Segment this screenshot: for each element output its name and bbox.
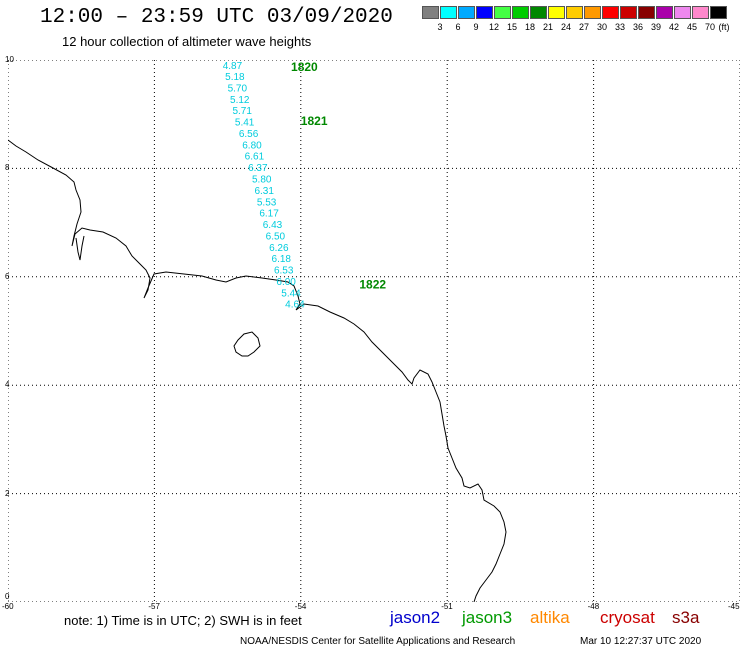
wave-height-value: 6.50 (266, 231, 286, 242)
color-swatch (584, 6, 601, 19)
wave-height-value: 5.80 (252, 174, 272, 185)
island-outline (233, 331, 261, 357)
wave-height-value: 6.61 (245, 152, 265, 163)
wave-height-value: 6.00 (276, 277, 296, 288)
color-swatch (602, 6, 619, 19)
satellite-legend-item: s3a (672, 608, 700, 627)
wave-height-value: 6.37 (248, 163, 268, 174)
color-swatch (656, 6, 673, 19)
wave-height-value: 6.26 (269, 243, 289, 254)
wave-height-value: 5.41 (235, 118, 255, 129)
wave-height-value: 5.44 (281, 288, 301, 299)
wave-height-value: 6.56 (239, 129, 259, 140)
legend-note: note: 1) Time is in UTC; 2) SWH is in fe… (64, 613, 302, 628)
color-scale-label: 36 (632, 22, 643, 32)
coastline (8, 139, 507, 602)
wave-height-value: 6.18 (272, 254, 292, 265)
color-scale-label: 6 (455, 22, 461, 32)
lat-lon-grid (8, 60, 740, 602)
color-scale-label: 15 (506, 22, 517, 32)
x-tick-label: -54 (294, 602, 307, 611)
color-scale-label: 45 (686, 22, 697, 32)
color-swatch (440, 6, 457, 19)
color-swatch (494, 6, 511, 19)
satellite-legend-item: cryosat (600, 608, 655, 627)
wave-height-value: 5.12 (230, 95, 250, 106)
satellite-legend-item: jason3 (462, 608, 513, 627)
wave-height-value: 5.53 (257, 197, 277, 208)
color-swatch (530, 6, 547, 19)
color-scale-label: 39 (650, 22, 661, 32)
altimeter-track: 4.875.185.705.125.715.416.566.806.616.37… (223, 60, 387, 311)
x-tick-label: -57 (148, 602, 160, 611)
color-scale-label: 21 (542, 22, 553, 32)
color-scale-label: 27 (578, 22, 589, 32)
color-swatch (674, 6, 691, 19)
y-tick-label: 10 (5, 55, 14, 64)
satellite-legend-item: altika (530, 608, 570, 627)
y-tick-label: 4 (5, 380, 10, 390)
wave-height-value: 6.43 (263, 220, 283, 231)
wave-height-value: 6.53 (274, 266, 294, 277)
y-tick-label: 2 (5, 488, 10, 498)
color-scale-unit: (ft) (718, 22, 730, 32)
color-scale-label: 12 (488, 22, 499, 32)
wave-height-value: 5.71 (232, 106, 252, 117)
color-scale-label: 9 (473, 22, 479, 32)
x-tick-label: -45 (728, 602, 740, 611)
time-marker-label: 1822 (359, 278, 386, 292)
map-title: 12:00 – 23:59 UTC 03/09/2020 (40, 6, 393, 29)
wave-height-value: 6.17 (259, 209, 279, 220)
wave-height-value: 5.70 (228, 83, 248, 94)
satellite-legend-item: jason2 (390, 608, 441, 627)
time-marker-label: 1821 (301, 114, 328, 128)
altimeter-map: 4.875.185.705.125.715.416.566.806.616.37… (8, 60, 740, 602)
color-swatch (476, 6, 493, 19)
color-swatch (512, 6, 529, 19)
y-tick-label: 0 (5, 592, 10, 601)
footer-timestamp: Mar 10 12:27:37 UTC 2020 (580, 636, 702, 647)
time-marker-label: 1820 (291, 60, 318, 74)
color-scale-label: 42 (668, 22, 679, 32)
y-tick-label: 6 (5, 271, 10, 281)
color-swatch (548, 6, 565, 19)
color-scale-label: 33 (614, 22, 625, 32)
color-swatch (620, 6, 637, 19)
wave-height-value: 6.31 (254, 186, 274, 197)
wave-height-value: 4.64 (285, 300, 305, 311)
color-swatch (692, 6, 709, 19)
color-swatch (710, 6, 727, 19)
color-swatch (422, 6, 439, 19)
x-tick-label: -51 (441, 602, 453, 611)
color-scale-label: 3 (437, 22, 443, 32)
color-swatch (458, 6, 475, 19)
river-inlet (75, 235, 85, 261)
color-scale-label: 70 (704, 22, 715, 32)
x-tick-label: -60 (2, 602, 14, 611)
color-scale-label: 30 (596, 22, 607, 32)
color-scale-label: 24 (560, 22, 571, 32)
wave-height-value: 4.87 (223, 61, 243, 72)
map-subtitle: 12 hour collection of altimeter wave hei… (62, 34, 312, 49)
color-swatch (566, 6, 583, 19)
wave-height-value: 5.18 (225, 72, 245, 83)
wave-height-value: 6.80 (242, 140, 262, 151)
color-scale-label: 18 (524, 22, 535, 32)
y-tick-label: 8 (5, 163, 10, 173)
color-swatch (638, 6, 655, 19)
x-tick-label: -48 (587, 602, 600, 611)
footer-credit: NOAA/NESDIS Center for Satellite Applica… (240, 636, 516, 647)
